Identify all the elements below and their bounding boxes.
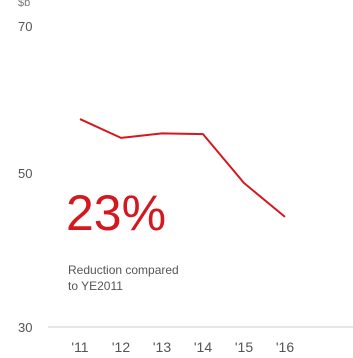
y-unit-label: $b xyxy=(18,0,30,9)
callout-description-line1: Reduction compared xyxy=(68,263,179,277)
y-tick-50: 50 xyxy=(18,166,32,181)
x-tick-label: '16 xyxy=(276,339,294,355)
series-line xyxy=(79,118,286,218)
y-tick-70: 70 xyxy=(18,19,32,34)
x-tick-label: '12 xyxy=(112,339,130,355)
series-group xyxy=(79,118,286,218)
x-tick-labels: '11 '12 '13 '14 '15 '16 xyxy=(71,339,294,355)
callout-percentage: 23% xyxy=(66,185,166,241)
x-tick-label: '14 xyxy=(194,339,212,355)
x-tick-label: '15 xyxy=(235,339,253,355)
callout-description-line2: to YE2011 xyxy=(68,279,123,293)
x-tick-label: '11 xyxy=(71,339,88,355)
y-tick-30: 30 xyxy=(18,320,32,335)
x-tick-label: '13 xyxy=(153,339,171,355)
